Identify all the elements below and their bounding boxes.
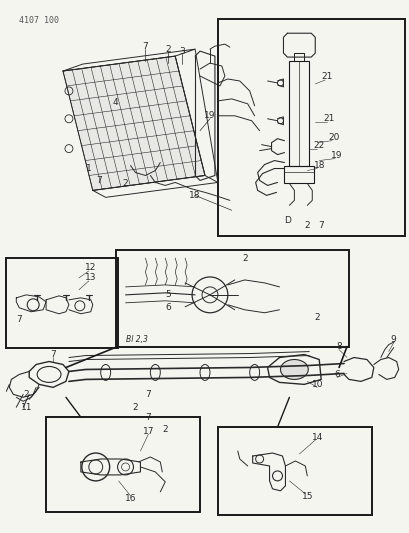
Bar <box>284 166 313 183</box>
Text: 7: 7 <box>145 390 151 399</box>
Text: 17: 17 <box>142 426 154 435</box>
Text: 2: 2 <box>133 403 138 412</box>
Bar <box>217 427 371 515</box>
Text: 3: 3 <box>179 46 184 55</box>
Text: 5: 5 <box>165 290 171 300</box>
Text: 19: 19 <box>330 151 342 160</box>
Text: 21: 21 <box>321 72 332 82</box>
Text: 19: 19 <box>204 111 215 120</box>
Text: 10: 10 <box>311 380 322 389</box>
Text: 1: 1 <box>86 164 92 173</box>
Polygon shape <box>63 56 204 190</box>
Text: 2: 2 <box>23 390 29 399</box>
Text: 6: 6 <box>165 303 171 312</box>
Bar <box>217 19 404 236</box>
Text: 15: 15 <box>301 492 312 502</box>
Text: 2: 2 <box>165 45 171 54</box>
Text: 13: 13 <box>85 273 96 282</box>
Text: 9: 9 <box>390 335 396 344</box>
Text: 7: 7 <box>16 315 22 324</box>
Bar <box>46 417 200 512</box>
Bar <box>294 53 303 61</box>
Text: 20: 20 <box>328 133 339 142</box>
Text: 7: 7 <box>317 221 323 230</box>
Bar <box>115 250 348 346</box>
Ellipse shape <box>280 360 308 379</box>
Text: 7: 7 <box>145 413 151 422</box>
Text: 4: 4 <box>112 99 118 107</box>
Text: 4107 100: 4107 100 <box>19 17 59 25</box>
Text: 21: 21 <box>323 114 334 123</box>
Text: 8: 8 <box>335 342 341 351</box>
Text: 2: 2 <box>241 254 247 263</box>
Text: 18: 18 <box>189 191 200 200</box>
Text: 6: 6 <box>333 370 339 379</box>
Text: Bl 2,3: Bl 2,3 <box>125 335 147 344</box>
Text: 11: 11 <box>20 403 32 412</box>
Text: 2: 2 <box>304 221 309 230</box>
Bar <box>7 258 117 348</box>
Text: 2: 2 <box>314 313 319 322</box>
Text: 7: 7 <box>50 350 56 359</box>
Bar <box>289 61 308 166</box>
Text: D: D <box>284 216 291 225</box>
Text: 2: 2 <box>162 425 168 434</box>
Text: 7: 7 <box>142 42 148 51</box>
Text: 12: 12 <box>85 263 96 272</box>
Text: 16: 16 <box>124 494 136 503</box>
Text: 22: 22 <box>313 141 324 150</box>
Text: 18: 18 <box>313 161 324 170</box>
Text: 2: 2 <box>122 179 128 188</box>
Text: 7: 7 <box>96 176 101 185</box>
Text: 14: 14 <box>311 433 322 442</box>
